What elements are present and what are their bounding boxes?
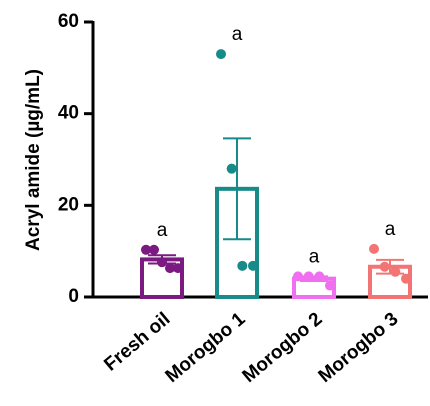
y-tick-label: 0 [68, 286, 79, 307]
y-tick-label: 60 [58, 11, 79, 32]
data-point [390, 266, 401, 277]
data-point [149, 244, 159, 255]
data-point [401, 273, 411, 284]
y-tick-label: 20 [58, 194, 79, 215]
data-point [237, 260, 248, 271]
data-point [369, 243, 379, 254]
y-tick-label: 40 [58, 103, 79, 124]
data-point [226, 163, 237, 174]
data-point [248, 260, 258, 271]
data-point [216, 49, 226, 60]
significance-letter: a [385, 219, 396, 240]
data-point [379, 261, 390, 272]
x-tick-label: Fresh oil [100, 309, 174, 376]
significance-letter: a [309, 246, 320, 267]
significance-letter: a [157, 220, 168, 241]
x-tick-label: Morogbo 1 [162, 308, 250, 387]
data-point [173, 263, 183, 274]
data-point [314, 271, 325, 282]
data-point [303, 271, 314, 282]
data-point [157, 257, 167, 268]
data-point [165, 263, 175, 274]
data-point [141, 244, 151, 255]
significance-letter: a [232, 24, 243, 45]
x-tick-label: Morogbo 2 [239, 309, 327, 388]
x-tick-label: Morogbo 3 [315, 309, 403, 388]
data-point [325, 280, 335, 291]
data-point [293, 271, 303, 282]
y-axis-label: Acryl amide (µg/mL) [23, 69, 44, 251]
